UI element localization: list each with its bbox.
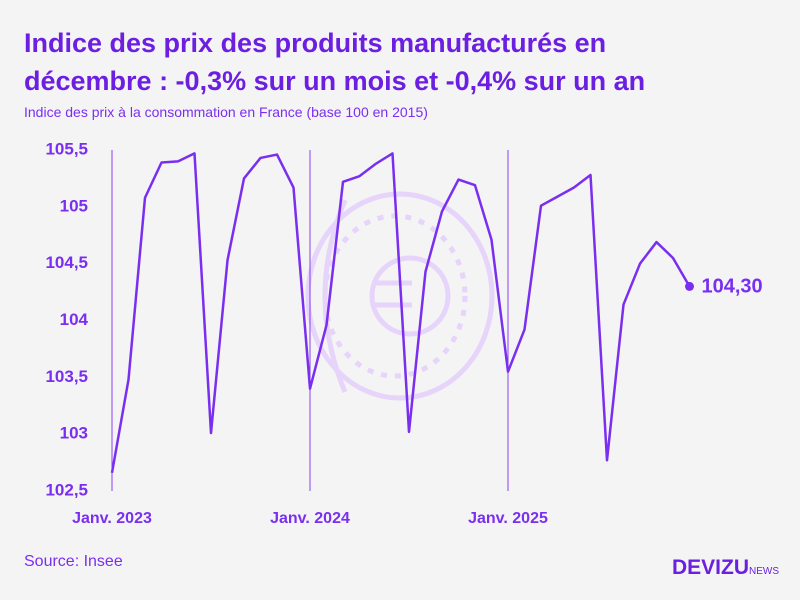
x-tick-label: Janv. 2025 [468,510,548,527]
chart-title: Indice des prix des produits manufacturé… [24,28,646,96]
y-tick-label: 102,5 [45,480,88,499]
coin-watermark [305,191,495,401]
x-tick-label: Janv. 2024 [270,510,350,527]
line-series [110,152,691,474]
y-tick-label: 104 [60,310,89,329]
y-tick-label: 105 [60,196,88,215]
y-tick-label: 104,5 [45,253,88,272]
brand-name: DEVIZU [672,556,750,579]
y-tick-label: 105,5 [45,139,88,158]
end-point [685,281,694,291]
x-tick-label: Janv. 2023 [72,510,152,527]
brand-suffix: NEWS [749,566,780,577]
source: Source: Insee [24,553,123,570]
y-tick-label: 103,5 [45,367,88,386]
chart-subtitle: Indice des prix à la consommation en Fra… [24,104,428,120]
y-tick-label: 103 [60,424,88,443]
brand-logo: DEVIZUNEWS [672,556,779,580]
data-label: 104,30 [702,276,763,298]
